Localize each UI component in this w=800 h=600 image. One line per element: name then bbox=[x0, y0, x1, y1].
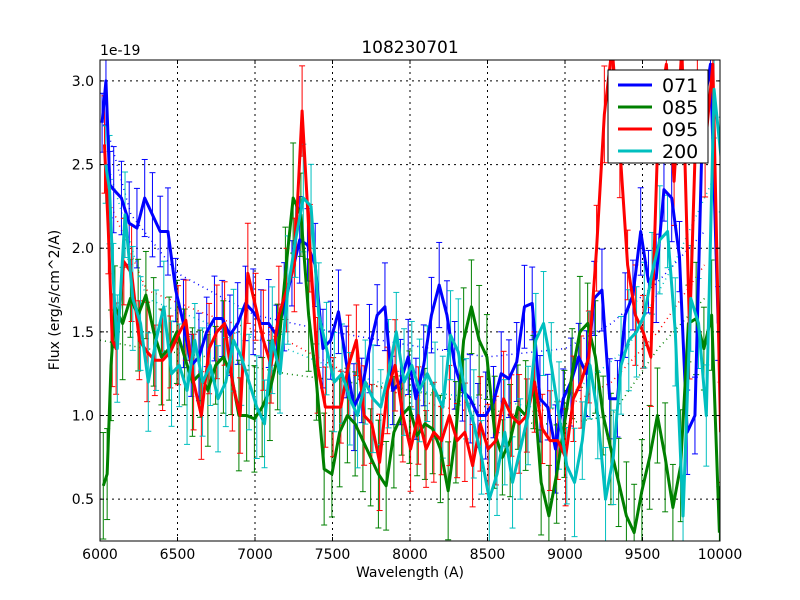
y-tick-label: 1.5 bbox=[72, 325, 94, 341]
x-tick-label: 7000 bbox=[237, 547, 273, 563]
y-tick-label: 2.5 bbox=[72, 158, 94, 174]
x-tick-label: 8000 bbox=[392, 547, 428, 563]
legend-label-071: 071 bbox=[662, 75, 698, 97]
series-line-071 bbox=[100, 62, 720, 451]
legend-label-095: 095 bbox=[662, 119, 698, 141]
x-axis-label: Wavelength (A) bbox=[356, 565, 464, 581]
error-bar-085 bbox=[100, 432, 107, 540]
x-tick-label: 8500 bbox=[470, 547, 506, 563]
series-line-085 bbox=[101, 196, 720, 535]
y-tick-label: 1.0 bbox=[72, 409, 94, 425]
x-tick-label: 7500 bbox=[315, 547, 351, 563]
chart-title: 108230701 bbox=[361, 38, 458, 58]
y-axis-label: Flux (erg/s/cm^2/A) bbox=[47, 230, 63, 370]
legend-label-085: 085 bbox=[662, 97, 698, 119]
x-tick-label: 9000 bbox=[547, 547, 583, 563]
x-tick-label: 6500 bbox=[160, 547, 196, 563]
y-offset-label: 1e-19 bbox=[100, 43, 140, 59]
x-tick-label: 9500 bbox=[625, 547, 661, 563]
axis-ticks: 6000 6500 7000 7500 8000 8500 9000 9500 10000 0.5… bbox=[72, 60, 743, 563]
x-tick-label: 6000 bbox=[82, 547, 118, 563]
y-tick-label: 2.0 bbox=[72, 241, 94, 257]
legend-label-200: 200 bbox=[662, 141, 698, 163]
x-tick-label: 10000 bbox=[698, 547, 743, 563]
y-tick-label: 0.5 bbox=[72, 492, 94, 508]
model-curve-200 bbox=[107, 164, 713, 408]
model-curves bbox=[100, 130, 713, 425]
y-tick-label: 3.0 bbox=[72, 74, 94, 90]
series-line-200 bbox=[104, 87, 720, 518]
series-lines bbox=[100, 60, 720, 535]
